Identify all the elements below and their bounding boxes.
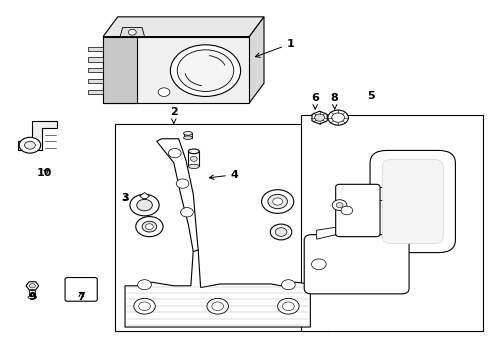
Circle shape [311,259,325,270]
Text: 5: 5 [366,91,374,101]
Bar [183,134,192,138]
Ellipse shape [183,132,192,135]
Polygon shape [26,282,39,290]
Polygon shape [316,226,339,239]
Text: 8: 8 [330,93,338,109]
Polygon shape [140,193,149,199]
Bar [88,68,103,72]
Circle shape [275,228,286,236]
Polygon shape [249,17,264,103]
Bar [300,116,483,330]
Circle shape [261,190,293,213]
Circle shape [145,224,153,229]
Circle shape [177,50,233,91]
Polygon shape [120,28,144,37]
Text: 10: 10 [37,168,52,178]
Circle shape [281,280,295,290]
Polygon shape [18,121,57,149]
Bar [29,290,35,297]
Circle shape [282,302,294,311]
Bar [88,79,103,83]
Text: 6: 6 [311,93,319,109]
Text: 9: 9 [28,292,36,302]
Circle shape [176,179,188,188]
FancyBboxPatch shape [382,159,442,244]
Text: 3: 3 [121,193,128,203]
Ellipse shape [183,136,192,139]
Circle shape [136,217,163,237]
Bar [88,46,103,51]
Circle shape [272,198,282,205]
Circle shape [331,200,346,211]
Circle shape [128,30,136,35]
Circle shape [19,137,41,153]
Circle shape [327,110,347,125]
Circle shape [267,194,287,209]
Circle shape [270,224,291,240]
Circle shape [137,199,152,211]
Circle shape [139,302,150,311]
Circle shape [340,206,352,215]
Polygon shape [375,187,387,200]
Circle shape [29,284,35,288]
Circle shape [170,45,240,96]
Circle shape [190,156,197,161]
Text: 7: 7 [77,292,85,302]
Polygon shape [125,250,310,327]
Circle shape [142,221,157,232]
Circle shape [331,113,344,122]
Circle shape [158,88,169,96]
FancyBboxPatch shape [65,278,97,301]
Ellipse shape [28,296,37,299]
Ellipse shape [188,149,199,154]
Text: 1: 1 [255,39,294,57]
Circle shape [24,141,35,149]
Circle shape [134,298,155,314]
FancyBboxPatch shape [304,235,408,294]
Circle shape [138,280,151,290]
Circle shape [314,114,324,121]
FancyBboxPatch shape [369,150,454,253]
Polygon shape [311,111,326,124]
Circle shape [206,298,228,314]
Circle shape [180,208,193,217]
Bar [115,125,329,330]
Bar [88,57,103,62]
Bar [188,151,199,166]
Ellipse shape [188,164,199,168]
Circle shape [277,298,299,314]
Bar [103,37,137,103]
FancyBboxPatch shape [335,184,379,237]
Circle shape [335,203,342,208]
Circle shape [211,302,223,311]
Circle shape [168,148,181,158]
Bar [103,37,249,103]
Polygon shape [157,139,198,252]
Bar [88,90,103,94]
Text: 4: 4 [209,170,238,180]
Circle shape [130,194,159,216]
Polygon shape [103,17,264,37]
Text: 2: 2 [169,107,177,123]
